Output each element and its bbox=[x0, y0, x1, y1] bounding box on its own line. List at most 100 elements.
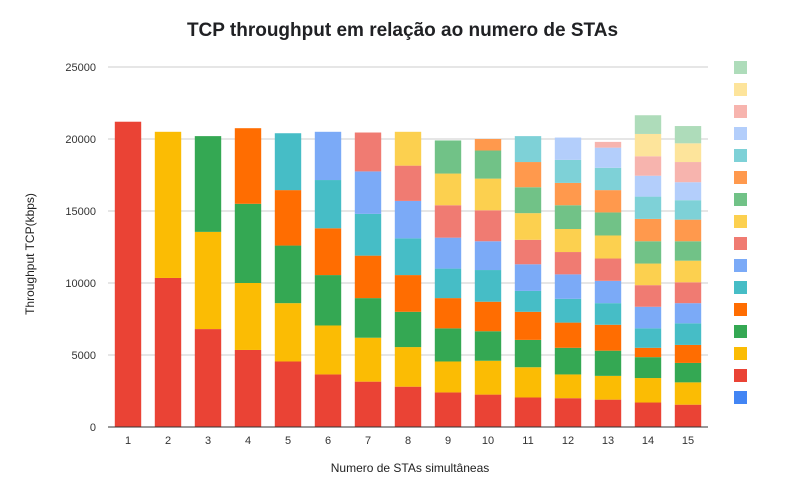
bar-segment bbox=[594, 280, 622, 304]
bar-segment bbox=[474, 360, 502, 395]
bar-stack bbox=[154, 131, 182, 427]
bar-segment bbox=[554, 159, 582, 183]
bar-segment bbox=[394, 165, 422, 201]
x-tick-label: 11 bbox=[522, 435, 533, 447]
bar-segment bbox=[434, 392, 462, 427]
bar-segment bbox=[354, 132, 382, 172]
legend bbox=[734, 61, 747, 404]
bar-segment bbox=[634, 285, 662, 307]
bar-stack bbox=[354, 132, 382, 427]
bar-segment bbox=[634, 241, 662, 264]
bar-segment bbox=[634, 263, 662, 286]
x-tick-label: 3 bbox=[205, 435, 211, 447]
bar-stack bbox=[634, 115, 662, 427]
bar-segment bbox=[634, 218, 662, 242]
bar-segment bbox=[274, 303, 302, 362]
bar-segment bbox=[234, 283, 262, 350]
bar-segment bbox=[554, 322, 582, 348]
bar-segment bbox=[674, 362, 702, 383]
bar-segment bbox=[514, 397, 542, 427]
bar-segment bbox=[634, 378, 662, 403]
bar-segment bbox=[634, 133, 662, 157]
bar-stack bbox=[474, 139, 502, 427]
bar-segment bbox=[554, 347, 582, 375]
bar-segment bbox=[474, 331, 502, 361]
x-tick-label: 8 bbox=[405, 435, 411, 447]
bar-segment bbox=[474, 301, 502, 332]
bar-stack bbox=[594, 141, 622, 427]
bar-segment bbox=[274, 133, 302, 191]
x-tick-label: 15 bbox=[682, 435, 694, 447]
y-tick-label: 10000 bbox=[65, 278, 96, 290]
bar-segment bbox=[514, 239, 542, 265]
bar-segment bbox=[514, 311, 542, 340]
bar-stack bbox=[274, 133, 302, 427]
bar-segment bbox=[434, 140, 462, 174]
bar-segment bbox=[634, 306, 662, 329]
bar-segment bbox=[634, 347, 662, 358]
bar-segment bbox=[594, 167, 622, 191]
bar-segment bbox=[354, 381, 382, 427]
bar-stack bbox=[434, 140, 462, 427]
x-tick-label: 14 bbox=[642, 435, 654, 447]
bar-segment bbox=[394, 386, 422, 427]
legend-swatch bbox=[734, 281, 747, 294]
bar-stack bbox=[514, 136, 542, 427]
bar-segment bbox=[394, 275, 422, 312]
bar-segment bbox=[354, 337, 382, 382]
bar-segment bbox=[474, 241, 502, 271]
x-axis-title: Numero de STAs simultâneas bbox=[331, 461, 490, 475]
bar-segment bbox=[594, 258, 622, 281]
bar-segment bbox=[274, 245, 302, 304]
bar-segment bbox=[514, 264, 542, 291]
bar-segment bbox=[514, 136, 542, 163]
bar-segment bbox=[674, 303, 702, 324]
bar-segment bbox=[434, 173, 462, 206]
bar-segment bbox=[434, 268, 462, 299]
bar-segment bbox=[634, 115, 662, 134]
bar-segment bbox=[674, 323, 702, 345]
y-tick-label: 5000 bbox=[72, 350, 96, 362]
bar-stack bbox=[314, 131, 342, 427]
bar-segment bbox=[514, 213, 542, 240]
y-tick-label: 20000 bbox=[65, 134, 96, 146]
legend-swatch bbox=[734, 391, 747, 404]
y-tick-label: 15000 bbox=[65, 206, 96, 218]
x-tick-label: 2 bbox=[165, 435, 171, 447]
bar-segment bbox=[554, 398, 582, 427]
legend-swatch bbox=[734, 347, 747, 360]
legend-swatch bbox=[734, 105, 747, 118]
bar-segment bbox=[394, 238, 422, 276]
bar-segment bbox=[594, 350, 622, 376]
bar-segment bbox=[634, 196, 662, 219]
legend-swatch bbox=[734, 149, 747, 162]
y-axis-title: Throughput TCP(kbps) bbox=[23, 193, 37, 315]
legend-swatch bbox=[734, 237, 747, 250]
bar-segment bbox=[394, 200, 422, 239]
bar-segment bbox=[154, 277, 182, 427]
bar-segment bbox=[554, 137, 582, 160]
bar-segment bbox=[314, 275, 342, 326]
bar-segment bbox=[634, 357, 662, 379]
bar-stack bbox=[674, 126, 702, 427]
x-tick-label: 9 bbox=[445, 435, 451, 447]
bar-segment bbox=[314, 374, 342, 427]
bar-segment bbox=[594, 375, 622, 400]
bar-stack bbox=[234, 128, 262, 427]
bar-segment bbox=[474, 394, 502, 427]
bar-segment bbox=[594, 147, 622, 168]
bar-segment bbox=[674, 143, 702, 163]
bar-segment bbox=[474, 270, 502, 302]
bar-segment bbox=[674, 182, 702, 201]
bar-segment bbox=[514, 290, 542, 312]
bar-segment bbox=[474, 150, 502, 179]
bar-stack bbox=[554, 137, 582, 427]
bar-segment bbox=[514, 162, 542, 188]
bar-segment bbox=[314, 325, 342, 375]
bar-segment bbox=[194, 231, 222, 330]
bar-segment bbox=[354, 171, 382, 214]
bar-stack bbox=[394, 131, 422, 427]
bar-segment bbox=[674, 126, 702, 144]
bar-segment bbox=[474, 139, 502, 151]
